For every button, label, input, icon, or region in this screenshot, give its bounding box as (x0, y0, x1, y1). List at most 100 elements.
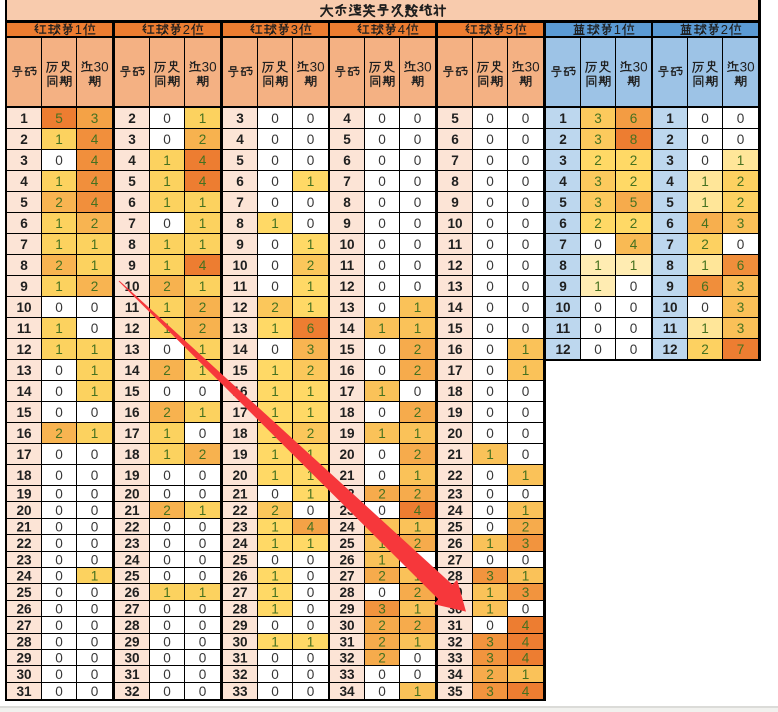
svg-text:8: 8 (343, 195, 351, 210)
svg-text:0: 0 (55, 447, 63, 462)
svg-text:34: 34 (339, 684, 355, 699)
svg-text:5: 5 (236, 153, 244, 168)
svg-text:0: 0 (486, 132, 494, 147)
svg-text:2: 2 (55, 258, 63, 273)
svg-text:17: 17 (232, 405, 247, 420)
svg-text:0: 0 (378, 300, 386, 315)
svg-text:0: 0 (701, 111, 709, 126)
svg-text:2: 2 (414, 585, 422, 600)
svg-text:2: 2 (414, 486, 422, 501)
svg-text:3: 3 (486, 568, 494, 583)
svg-text:6: 6 (20, 216, 28, 231)
svg-text:0: 0 (522, 237, 530, 252)
svg-text:1: 1 (414, 519, 422, 534)
svg-text:2: 2 (91, 279, 99, 294)
svg-text:7: 7 (20, 237, 28, 252)
svg-text:1: 1 (378, 384, 386, 399)
svg-text:0: 0 (486, 486, 494, 501)
svg-text:0: 0 (199, 684, 207, 699)
svg-text:0: 0 (307, 216, 315, 231)
svg-text:0: 0 (55, 601, 63, 616)
svg-text:29: 29 (16, 650, 32, 665)
svg-text:18: 18 (232, 426, 248, 441)
svg-text:5: 5 (559, 195, 567, 210)
svg-text:0: 0 (378, 405, 386, 420)
svg-text:0: 0 (55, 536, 63, 551)
svg-text:5: 5 (451, 111, 459, 126)
svg-text:10: 10 (339, 237, 354, 252)
svg-text:0: 0 (307, 568, 315, 583)
svg-text:19: 19 (232, 447, 248, 462)
svg-text:0: 0 (55, 585, 63, 600)
svg-text:0: 0 (486, 384, 494, 399)
svg-text:0: 0 (414, 667, 422, 682)
svg-text:0: 0 (737, 111, 745, 126)
svg-text:7: 7 (343, 174, 351, 189)
svg-text:0: 0 (55, 618, 63, 633)
svg-text:11: 11 (233, 279, 248, 294)
svg-text:0: 0 (486, 258, 494, 273)
svg-text:0: 0 (163, 667, 171, 682)
svg-text:1: 1 (271, 468, 279, 483)
svg-text:28: 28 (447, 568, 463, 583)
svg-text:1: 1 (163, 300, 171, 315)
svg-text:28: 28 (16, 634, 32, 649)
svg-text:0: 0 (199, 384, 207, 399)
svg-text:3: 3 (737, 279, 745, 294)
svg-text:0: 0 (486, 363, 494, 378)
svg-text:3: 3 (307, 342, 315, 357)
svg-text:6: 6 (701, 279, 709, 294)
svg-text:1: 1 (271, 568, 279, 583)
svg-text:0: 0 (91, 667, 99, 682)
svg-text:30: 30 (525, 60, 540, 75)
svg-text:1: 1 (737, 153, 745, 168)
svg-text:0: 0 (91, 519, 99, 534)
svg-text:7: 7 (128, 216, 136, 231)
svg-text:9: 9 (451, 195, 459, 210)
svg-text:10: 10 (232, 258, 247, 273)
svg-text:0: 0 (378, 258, 386, 273)
svg-text:15: 15 (124, 384, 140, 399)
svg-text:25: 25 (16, 585, 32, 600)
svg-text:1: 1 (55, 321, 63, 336)
svg-text:20: 20 (16, 503, 31, 518)
svg-text:1: 1 (614, 22, 621, 37)
svg-text:0: 0 (486, 468, 494, 483)
svg-text:5: 5 (128, 174, 136, 189)
svg-text:0: 0 (91, 486, 99, 501)
svg-text:19: 19 (339, 426, 355, 441)
svg-text:3: 3 (737, 300, 745, 315)
svg-text:1: 1 (55, 132, 63, 147)
svg-text:22: 22 (232, 503, 248, 518)
svg-text:0: 0 (199, 426, 207, 441)
svg-text:30: 30 (16, 667, 31, 682)
svg-text:0: 0 (199, 486, 207, 501)
svg-text:31: 31 (232, 650, 248, 665)
svg-text:0: 0 (522, 405, 530, 420)
svg-text:4: 4 (414, 503, 422, 518)
svg-text:18: 18 (124, 447, 140, 462)
svg-text:1: 1 (414, 426, 422, 441)
svg-text:0: 0 (271, 279, 279, 294)
svg-text:13: 13 (124, 342, 140, 357)
svg-text:2: 2 (307, 363, 315, 378)
svg-text:0: 0 (522, 552, 530, 567)
svg-text:0: 0 (378, 585, 386, 600)
svg-text:33: 33 (232, 684, 248, 699)
svg-text:0: 0 (163, 618, 171, 633)
svg-text:1: 1 (199, 111, 207, 126)
svg-text:0: 0 (55, 519, 63, 534)
svg-text:0: 0 (378, 153, 386, 168)
svg-text:2: 2 (666, 132, 674, 147)
svg-text:0: 0 (199, 634, 207, 649)
svg-text:31: 31 (124, 667, 140, 682)
svg-text:0: 0 (91, 447, 99, 462)
svg-text:1: 1 (55, 174, 63, 189)
svg-text:0: 0 (737, 237, 745, 252)
svg-text:0: 0 (486, 618, 494, 633)
svg-text:0: 0 (414, 258, 422, 273)
svg-text:30: 30 (232, 634, 247, 649)
svg-text:4: 4 (522, 618, 530, 633)
svg-text:17: 17 (339, 384, 354, 399)
svg-text:0: 0 (486, 503, 494, 518)
